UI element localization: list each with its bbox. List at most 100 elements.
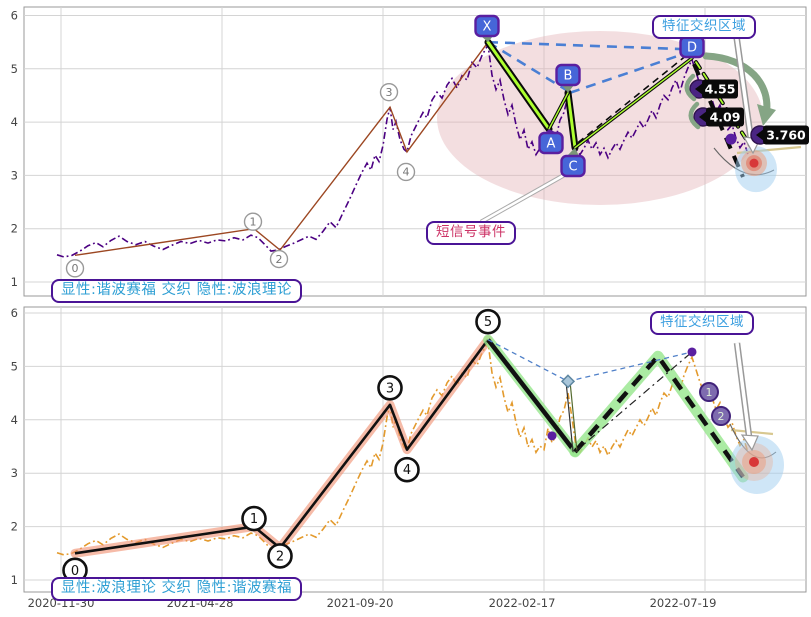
wave-label-bottom-3: 3: [386, 381, 394, 396]
x-tick-label: 2021-09-20: [327, 596, 394, 610]
callout-box: [702, 79, 738, 99]
wave-circle-bottom-5: [475, 308, 501, 335]
wave-label-bottom-0: 0: [71, 564, 79, 579]
region-label-top: 特征交织区域: [652, 15, 756, 39]
y-tick-label: 1: [11, 573, 18, 587]
wave-label-top-3: 3: [386, 86, 393, 99]
target-red-dot-bottom: [749, 456, 759, 467]
harmonic-marker-B: [555, 63, 581, 87]
white-arrow-shaft-bottom: [735, 342, 751, 437]
x-tick-label: 2022-07-19: [650, 596, 717, 610]
wave-label-top-2: 2: [276, 253, 283, 266]
callout-value: 4.09: [710, 110, 741, 125]
harmonic-leg-core: [548, 92, 569, 130]
wave-circle-top-2: [269, 249, 289, 269]
callout-tip: [699, 111, 707, 123]
hidden-D-dot: [687, 347, 697, 357]
harmonic-marker-label-D: D: [687, 41, 697, 56]
harmonic-marker-A: [538, 131, 564, 155]
panel-frame: [23, 6, 807, 297]
hidden-CD-dashdot: [574, 351, 693, 453]
marker-pointer-B: [562, 85, 574, 93]
callout-box: [763, 125, 809, 145]
signal-leader-line: [480, 172, 567, 224]
wave-circle-top-1: [243, 212, 263, 231]
price-line-top: [56, 42, 749, 258]
projection-dashed-bottom: [573, 354, 745, 479]
green-curved-arrow: [702, 52, 771, 120]
callout-box: [706, 107, 744, 127]
ratio-line-blue-dashed: [487, 41, 567, 91]
subwave-circle-2: [711, 406, 731, 427]
y-tick-label: 2: [11, 222, 18, 236]
wave-label-top-0: 0: [72, 262, 79, 275]
callout-tip: [756, 129, 764, 141]
caption-bottom-explicit-wave: 显性:波浪理论 交织 隐性:谐波赛福: [51, 577, 302, 601]
white-arrow-shaft-top: [733, 25, 753, 141]
purple-dot-top: [725, 133, 737, 145]
signal-event-label: 短信号事件: [426, 221, 516, 245]
wave-circle-top-0: [65, 259, 85, 278]
purple-dot-mid: [547, 431, 557, 441]
hidden-B-diamond: [560, 374, 576, 389]
y-tick-label: 1: [11, 275, 18, 289]
harmonic-marker-C: [560, 154, 586, 178]
y-tick-label: 3: [11, 168, 18, 182]
wave-trend-line-top: [74, 41, 489, 257]
wave-label-bottom-5: 5: [484, 315, 492, 330]
y-tick-label: 6: [11, 306, 18, 320]
caption-top-explicit-harmonic: 显性:谐波赛福 交织 隐性:波浪理论: [51, 279, 302, 303]
level-swoosh: [688, 101, 701, 130]
y-tick-label: 5: [11, 359, 18, 373]
prediction-line-bottom: [730, 428, 774, 436]
y-tick-label: 6: [11, 9, 18, 23]
hidden-BC-line1: [565, 381, 574, 452]
marker-pointer-C: [567, 147, 579, 156]
y-tick-label: 3: [11, 466, 18, 480]
harmonic-marker-label-A: A: [547, 137, 556, 152]
callout-tip: [695, 83, 703, 95]
wave-circle-top-4: [396, 162, 416, 182]
harmonic-leg-core: [574, 57, 693, 149]
wave-circle-bottom-1: [241, 505, 267, 532]
hidden-BC-line2: [569, 381, 578, 452]
wave-label-bottom-2: 2: [276, 549, 284, 564]
top-panel: 1 2 3 4 5 6 4.55 4.09 3.760 X A B C D 0 1 2 3 4: [11, 6, 809, 297]
white-arrow-head-bottom: [740, 434, 759, 452]
wave-label-top-4: 4: [403, 166, 410, 179]
harmonic-marker-label-X: X: [483, 20, 492, 35]
y-tick-label: 4: [11, 115, 18, 129]
wave-label-bottom-1: 1: [250, 512, 258, 527]
subwave-label-2: 2: [718, 410, 725, 423]
price-line-bottom: [56, 339, 749, 556]
subwave-circle-1: [699, 382, 719, 403]
callout-value: 3.760: [766, 128, 806, 143]
y-tick-label: 2: [11, 520, 18, 534]
wave-label-bottom-4: 4: [403, 463, 411, 478]
wave-line-bottom: [74, 338, 490, 555]
subwave-label-1: 1: [706, 386, 713, 399]
target-red-dot-top: [749, 158, 759, 168]
green-arrow-head: [757, 104, 776, 126]
harmonic-marker-label-B: B: [564, 69, 573, 84]
level-swoosh: [684, 73, 697, 102]
wave-circle-bottom-4: [394, 456, 420, 483]
callout-value: 4.55: [705, 82, 736, 97]
harmonic-leg-core: [486, 40, 551, 131]
y-tick-label: 4: [11, 413, 18, 427]
harmonic-leg-core: [695, 61, 753, 149]
region-label-bottom: 特征交织区域: [650, 311, 754, 335]
harmonic-leg-core: [566, 91, 577, 150]
ratio-line-blue-dashed: [569, 51, 687, 95]
wave-circle-bottom-3: [377, 375, 403, 401]
x-tick-label: 2022-02-17: [489, 596, 556, 610]
harmonic-marker-X: [474, 14, 500, 38]
feature-zone-ellipse: [437, 31, 763, 205]
wave-circle-bottom-2: [267, 543, 293, 569]
y-tick-label: 5: [11, 62, 18, 76]
hidden-XA-line: [486, 338, 577, 454]
marker-pointer-X: [481, 36, 493, 43]
